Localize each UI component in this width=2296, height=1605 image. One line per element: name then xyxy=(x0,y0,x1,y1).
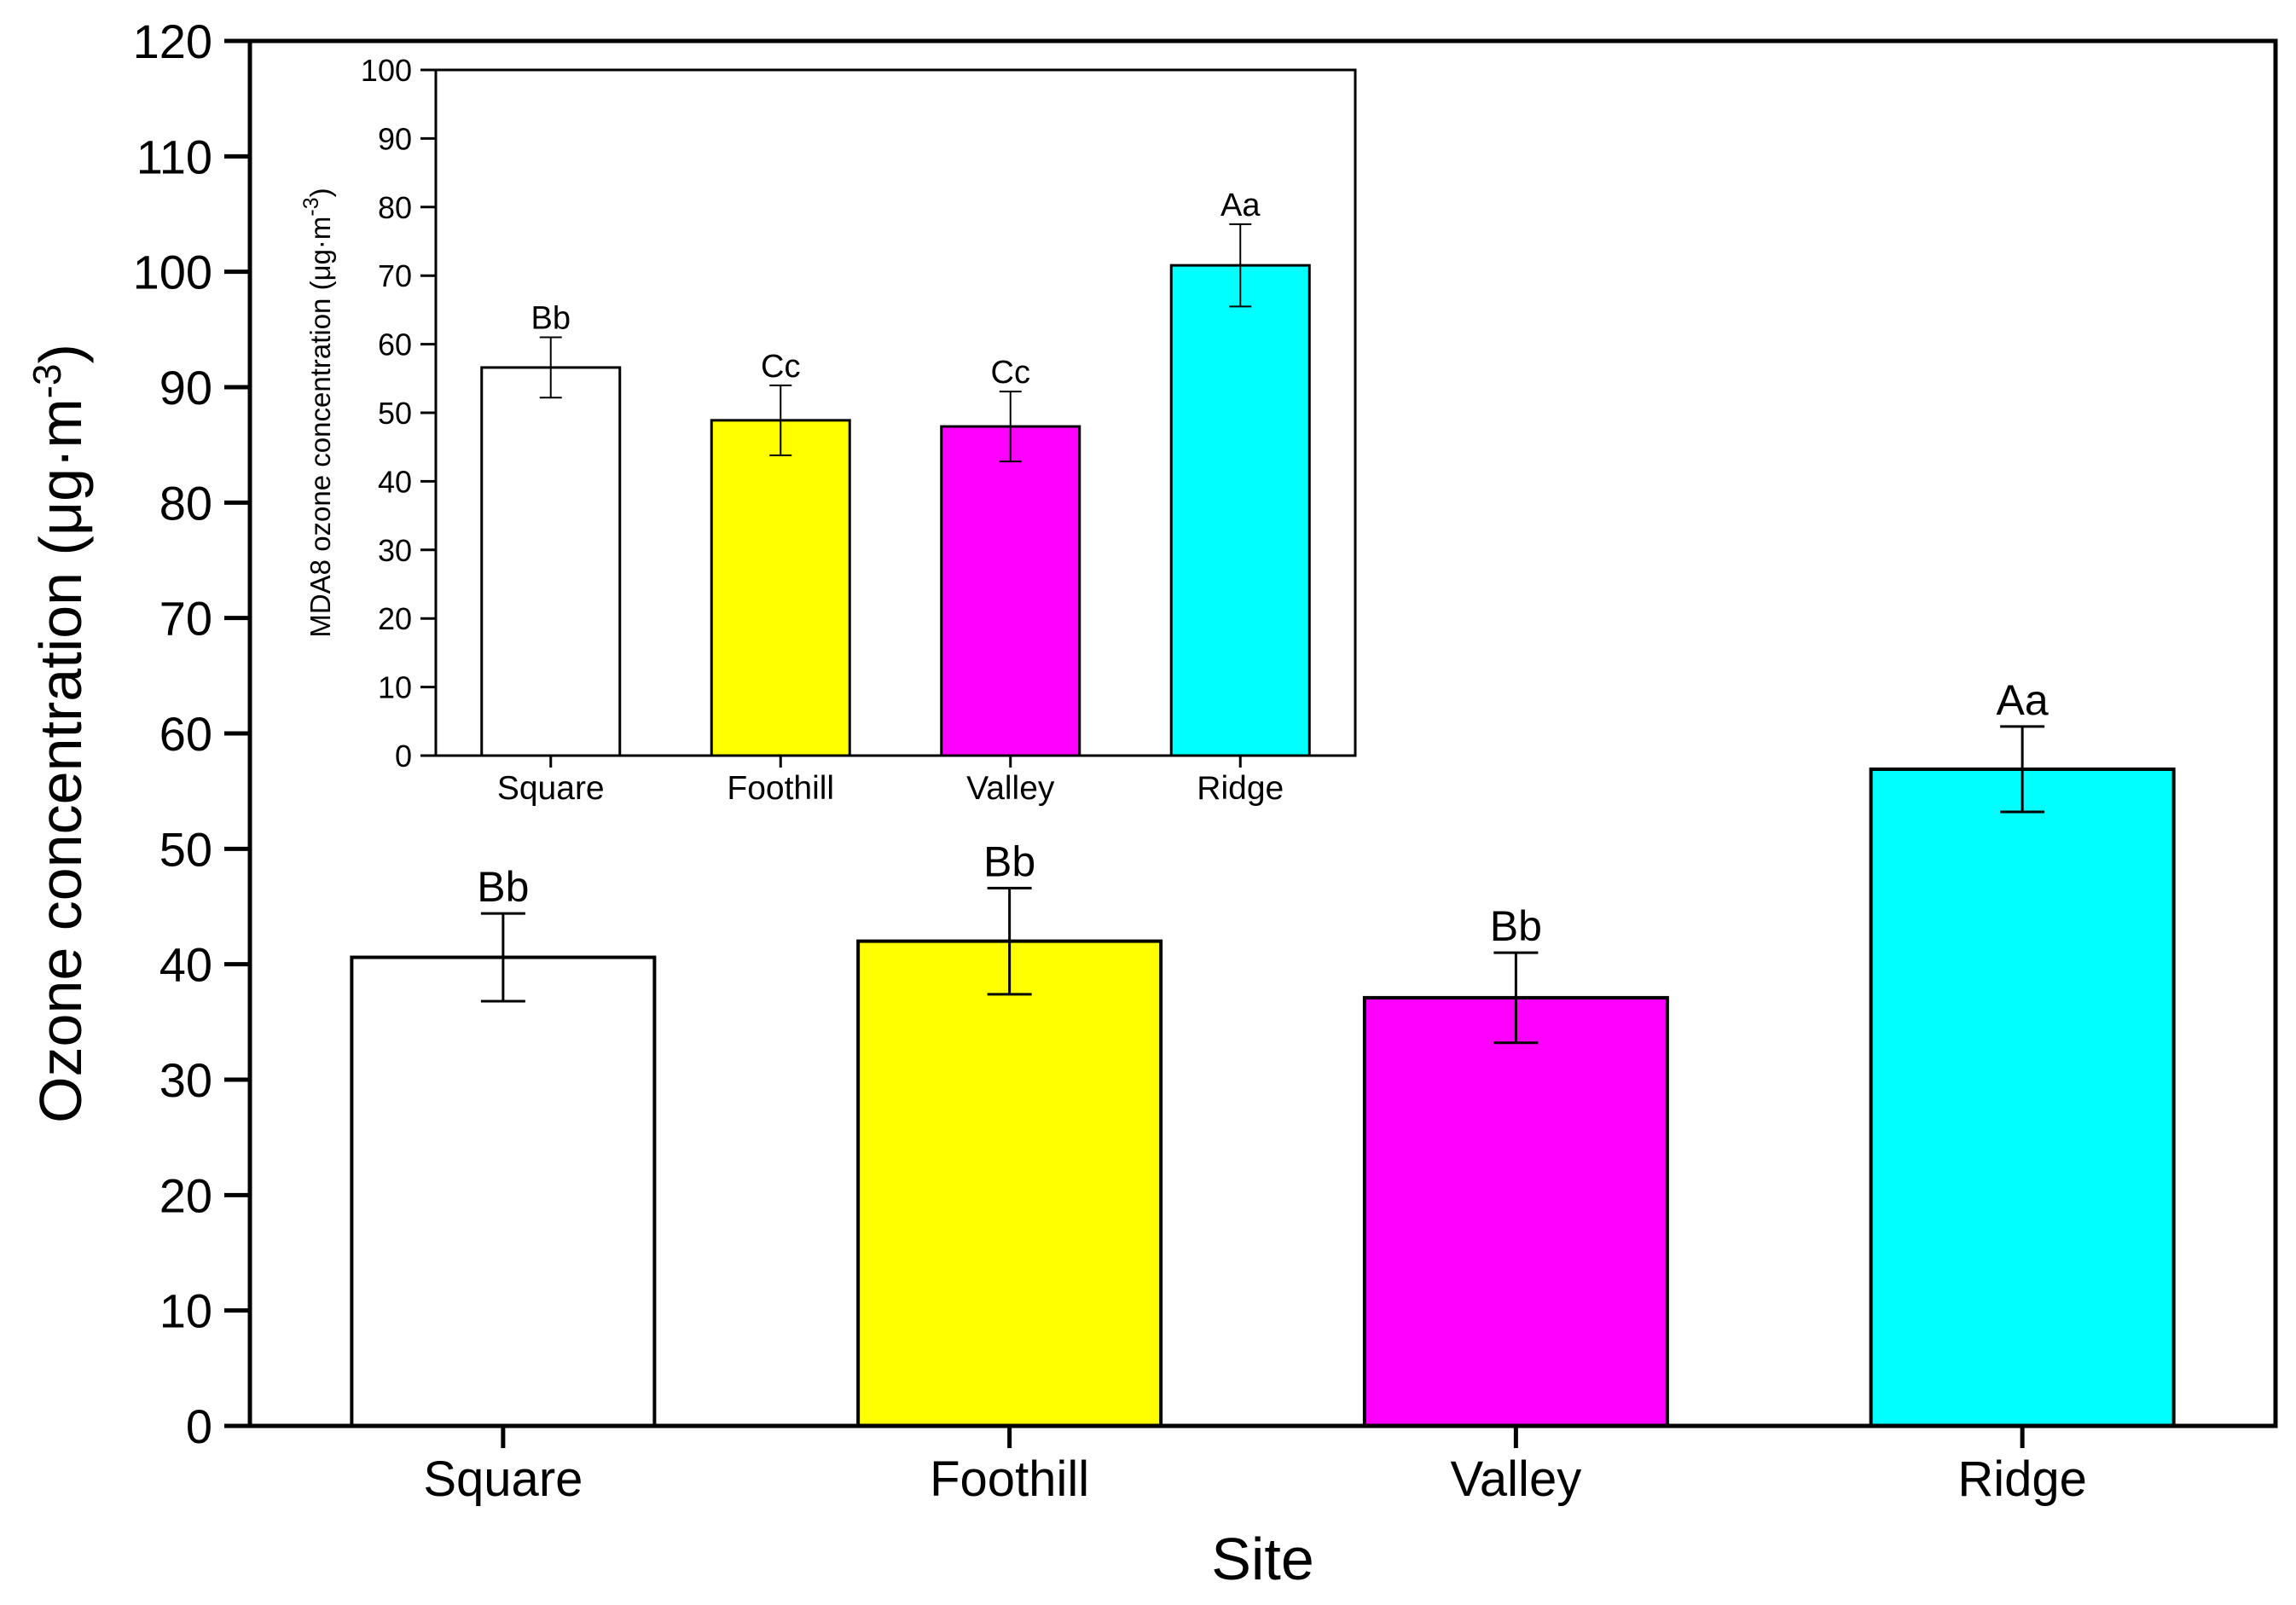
main-y-tick-label: 20 xyxy=(159,1168,212,1222)
main-y-tick-label: 60 xyxy=(159,707,212,761)
inset-significance-label: Aa xyxy=(1220,188,1261,223)
inset-y-tick-label: 70 xyxy=(378,258,412,293)
inset-y-tick-label: 60 xyxy=(378,327,412,362)
main-y-tick-label: 10 xyxy=(159,1284,212,1338)
main-y-tick-label: 30 xyxy=(159,1053,212,1107)
inset-x-tick-label: Square xyxy=(497,770,605,807)
main-y-axis-title-close: ) xyxy=(27,344,94,363)
inset-bar-foothill xyxy=(710,419,851,757)
inset-significance-label: Cc xyxy=(761,349,800,385)
inset-x-tick-label: Ridge xyxy=(1197,770,1284,807)
main-x-tick-label: Ridge xyxy=(1957,1451,2087,1507)
inset-plot: Bb Square Cc Foothill Cc Valley Aa Ridge 0 10 20 30… xyxy=(299,53,1357,807)
main-significance-label: Bb xyxy=(477,863,529,911)
main-y-tick-label: 80 xyxy=(159,476,212,530)
main-y-axis-title-superscript: -3 xyxy=(25,363,69,398)
main-x-tick-label: Valley xyxy=(1451,1451,1582,1507)
main-y-axis-title-main: Ozone concentration (μg·m xyxy=(27,398,94,1123)
main-significance-label: Bb xyxy=(983,837,1035,885)
main-bar-square xyxy=(350,955,657,1428)
main-x-tick-label: Foothill xyxy=(930,1451,1089,1507)
inset-y-axis-title: MDA8 ozone concentration (μg·m-3) xyxy=(299,188,336,637)
inset-x-tick-label: Valley xyxy=(966,770,1055,807)
inset-y-axis-title-main: MDA8 ozone concentration (μg·m xyxy=(304,217,336,638)
inset-bar-ridge xyxy=(1169,264,1311,757)
main-y-tick-label: 0 xyxy=(186,1399,212,1453)
inset-y-tick-label: 90 xyxy=(378,121,412,156)
main-x-axis-title: Site xyxy=(1211,1526,1314,1592)
inset-bar-valley xyxy=(940,425,1081,757)
inset-significance-label: Bb xyxy=(531,301,571,337)
inset-y-tick-label: 30 xyxy=(378,533,412,568)
inset-x-tick-label: Foothill xyxy=(727,770,834,807)
main-y-tick-label: 120 xyxy=(133,14,212,68)
main-plot: Bb Square Bb Foothill Bb Valley Aa Ridge 0 10 20 30… xyxy=(25,14,2278,1592)
main-bar-foothill xyxy=(856,939,1163,1428)
inset-y-tick-label: 100 xyxy=(361,53,412,88)
main-y-tick-label: 90 xyxy=(159,361,212,414)
inset-y-tick-label: 80 xyxy=(378,190,412,225)
main-y-axis-title: Ozone concentration (μg·m-3) xyxy=(25,344,94,1123)
main-significance-label: Bb xyxy=(1490,902,1542,950)
inset-significance-label: Cc xyxy=(991,355,1030,391)
main-bar-ridge xyxy=(1869,767,2176,1428)
inset-y-tick-label: 0 xyxy=(395,739,412,774)
main-y-tick-label: 50 xyxy=(159,822,212,876)
inset-y-axis-title-superscript: -3 xyxy=(299,197,323,216)
inset-y-axis-title-close: ) xyxy=(304,188,336,197)
main-y-tick-label: 70 xyxy=(159,592,212,646)
inset-y-tick-label: 40 xyxy=(378,464,412,499)
main-y-tick-label: 40 xyxy=(159,938,212,992)
main-significance-label: Aa xyxy=(1997,676,2049,724)
inset-bar-square xyxy=(480,366,622,757)
main-y-tick-label: 100 xyxy=(133,246,212,299)
main-y-tick-label: 110 xyxy=(136,130,212,183)
inset-y-tick-label: 10 xyxy=(378,670,412,705)
main-x-tick-label: Square xyxy=(423,1451,583,1507)
main-bar-valley xyxy=(1362,995,1669,1428)
inset-y-tick-label: 50 xyxy=(378,396,412,431)
inset-y-tick-label: 20 xyxy=(378,601,412,636)
